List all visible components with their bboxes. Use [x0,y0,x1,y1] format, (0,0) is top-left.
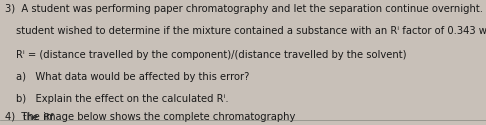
Text: 4)  The image below shows the complete chromatography: 4) The image below shows the complete ch… [5,112,295,122]
Text: student wished to determine if the mixture contained a substance with an Rⁱ fact: student wished to determine if the mixtu… [16,26,486,36]
Text: b)   Explain the effect on the calculated Rⁱ.: b) Explain the effect on the calculated … [16,94,228,104]
Text: the  Rf: the Rf [23,112,53,122]
Text: Rⁱ = (distance travelled by the component)/(distance travelled by the solvent): Rⁱ = (distance travelled by the componen… [16,50,406,60]
Text: a)   What data would be affected by this error?: a) What data would be affected by this e… [16,72,249,83]
Text: 3)  A student was performing paper chromatography and let the separation continu: 3) A student was performing paper chroma… [5,4,486,14]
